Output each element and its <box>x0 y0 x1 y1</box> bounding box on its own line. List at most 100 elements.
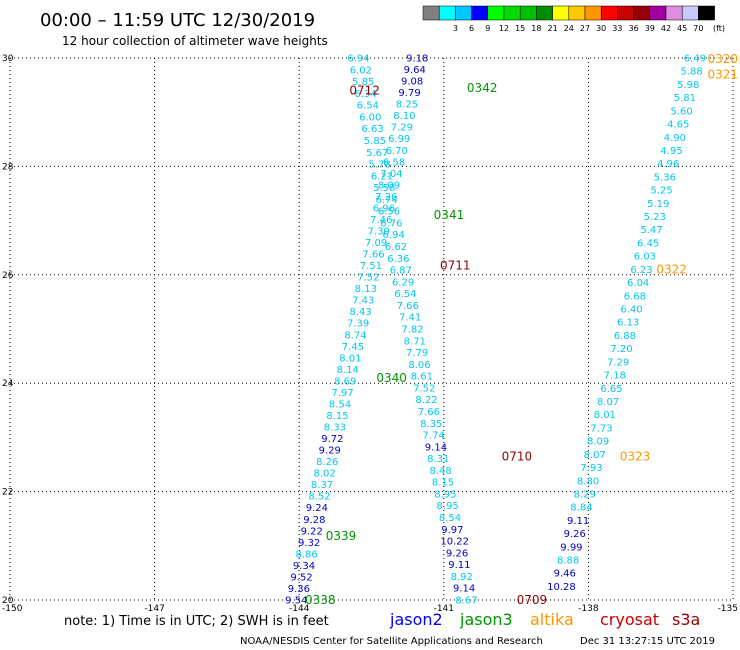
wave-height-value: 8.09 <box>378 180 400 191</box>
pass-label: 0712 <box>349 84 380 98</box>
wave-height-value: 6.40 <box>620 305 642 316</box>
legend-swatch <box>698 5 715 21</box>
wave-height-value: 8.43 <box>350 307 372 318</box>
wave-height-value: 5.36 <box>654 172 676 183</box>
wave-height-value: 7.30 <box>368 226 390 237</box>
x-tick-label: -138 <box>578 604 599 614</box>
footnote: note: 1) Time is in UTC; 2) SWH is in fe… <box>64 614 329 629</box>
wave-height-value: 6.21 <box>371 171 393 182</box>
satellite-name: jason3 <box>459 610 513 629</box>
wave-height-value: 8.52 <box>308 492 330 503</box>
legend-swatch <box>536 5 553 21</box>
legend-tick-label: 18 <box>531 24 541 33</box>
wave-height-value: 8.71 <box>404 336 426 347</box>
wave-height-value: 9.08 <box>401 77 423 88</box>
legend-tick-label: 70 <box>693 24 703 33</box>
pass-label: 0338 <box>305 593 336 607</box>
wave-height-value: 6.58 <box>383 157 405 168</box>
legend-tick-label: 21 <box>548 24 558 33</box>
legend-swatch <box>438 5 456 21</box>
legend-tick-label: 45 <box>677 24 687 33</box>
wave-height-value: 5.25 <box>650 186 672 197</box>
wave-height-value: 6.13 <box>617 318 639 329</box>
legend-swatch <box>617 5 634 21</box>
wave-height-value: 8.35 <box>420 419 442 430</box>
wave-height-value: 8.09 <box>587 437 609 448</box>
wave-height-value: 7.52 <box>357 273 379 284</box>
wave-height-value: 8.02 <box>313 469 335 480</box>
satellite-name: altika <box>530 610 574 629</box>
wave-height-value: 9.29 <box>319 446 341 457</box>
wave-height-value: 9.34 <box>293 561 315 572</box>
legend-swatch <box>422 5 440 21</box>
legend-tick-label: 3 <box>453 24 458 33</box>
wave-height-value: 8.37 <box>311 480 333 491</box>
wave-height-value: 6.34 <box>354 89 376 100</box>
wave-height-value: 7.73 <box>590 423 612 434</box>
wave-height-value: 5.60 <box>670 106 692 117</box>
wave-height-value: 9.79 <box>398 88 420 99</box>
pass-label: 0342 <box>467 81 498 95</box>
wave-height-value: 6.65 <box>600 384 622 395</box>
wave-height-value: 8.01 <box>594 410 616 421</box>
x-tick-label: -141 <box>434 604 454 614</box>
wave-height-value: 9.24 <box>306 503 328 514</box>
wave-height-value: 9.32 <box>298 538 320 549</box>
wave-height-value: 7.93 <box>580 463 602 474</box>
y-tick-label: 20 <box>2 596 14 606</box>
wave-height-value: 5.23 <box>644 212 666 223</box>
pass-label: 0321 <box>707 67 738 81</box>
legend-swatch <box>568 5 586 21</box>
wave-height-value: 9.22 <box>301 526 323 537</box>
satellite-name: cryosat <box>600 610 659 629</box>
wave-height-value: 7.52 <box>413 383 435 394</box>
wave-height-value: 7.74 <box>422 431 444 442</box>
wave-height-value: 8.06 <box>408 360 430 371</box>
legend-swatch <box>584 5 602 21</box>
y-tick-label: 24 <box>2 379 14 389</box>
wave-height-value: 8.14 <box>337 365 359 376</box>
wave-height-value: 6.87 <box>390 266 412 277</box>
wave-height-value: 8.95 <box>437 501 459 512</box>
pass-label: 0341 <box>434 208 465 222</box>
wave-height-value: 9.18 <box>406 54 428 65</box>
pass-label: 0322 <box>656 262 687 276</box>
wave-height-value: 8.54 <box>439 513 461 524</box>
wave-height-value: 6.54 <box>357 101 379 112</box>
y-tick-label: 26 <box>2 271 14 281</box>
wave-height-value: 8.84 <box>570 503 592 514</box>
wave-height-value: 8.22 <box>415 395 437 406</box>
wave-height-value: 6.94 <box>383 230 405 241</box>
pass-label: 0709 <box>517 593 548 607</box>
wave-height-value: 8.61 <box>411 372 433 383</box>
wave-height-value: 9.28 <box>303 515 325 526</box>
wave-height-value: 8.86 <box>295 549 317 560</box>
y-tick-label: 22 <box>2 488 13 498</box>
pass-label: 0710 <box>502 449 533 463</box>
wave-height-value: 9.11 <box>448 560 470 571</box>
wave-height-value: 6.68 <box>624 291 646 302</box>
wave-height-value: 6.00 <box>359 112 381 123</box>
grid-lines <box>9 57 734 601</box>
wave-height-value: 6.74 <box>376 195 398 206</box>
wave-height-value: 8.54 <box>329 399 351 410</box>
wave-height-value: 6.96 <box>373 203 395 214</box>
generation-timestamp: Dec 31 13:27:15 UTC 2019 <box>580 636 715 647</box>
wave-height-value: 7.26 <box>375 192 397 203</box>
wave-height-value: 6.76 <box>380 218 402 229</box>
wave-height-value: 7.29 <box>607 357 629 368</box>
wave-height-value: 6.49 <box>684 54 706 65</box>
wave-height-value: 8.01 <box>339 353 361 364</box>
wave-height-value: 8.15 <box>432 478 454 489</box>
wave-height-value: 5.67 <box>366 148 388 159</box>
wave-height-value: 8.33 <box>324 423 346 434</box>
legend-tick-label: 24 <box>564 24 574 33</box>
wave-height-value: 7.66 <box>418 407 440 418</box>
wave-height-value: 9.72 <box>321 434 343 445</box>
wave-height-value: 8.15 <box>326 411 348 422</box>
wave-height-value: 8.95 <box>434 489 456 500</box>
credit-line: NOAA/NESDIS Center for Satellite Applica… <box>240 636 543 647</box>
wave-height-value: 7.20 <box>610 344 632 355</box>
